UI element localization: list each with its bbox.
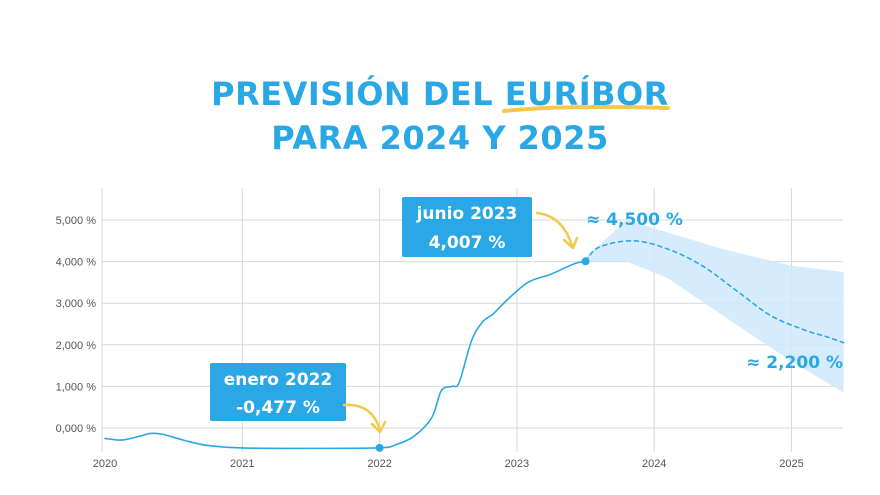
y-tick-label: 5,000 % — [56, 215, 97, 227]
x-tick-label: 2020 — [93, 458, 117, 470]
forecast-line — [584, 239, 845, 344]
callout-jan2022-box — [210, 363, 346, 421]
callout-jun2023-line2: 4,007 % — [429, 233, 506, 253]
y-tick-label: 2,000 % — [56, 340, 97, 352]
x-tick-label: 2024 — [642, 458, 666, 470]
historical-line — [104, 260, 587, 450]
tick-labels: 0,000 % 1,000 % 2,000 % 3,000 % 4,000 % 5,000… — [56, 215, 804, 470]
callout-jun2023: junio 2023 4,007 % — [402, 197, 532, 257]
forecast-band — [585, 220, 844, 393]
y-tick-label: 1,000 % — [56, 381, 97, 393]
x-tick-label: 2023 — [505, 458, 529, 470]
annotations: enero 2022 -0,477 % junio 2023 4,007 % ≈… — [210, 197, 843, 434]
callout-jan2022: enero 2022 -0,477 % — [210, 363, 346, 421]
marker-group — [375, 257, 590, 452]
title-underline-icon — [501, 105, 670, 113]
callout-jun2023-box — [402, 197, 532, 257]
title-line2: PARA 2024 Y 2025 — [271, 119, 609, 157]
y-tick-label: 0,000 % — [56, 423, 97, 435]
data-point-marker — [375, 443, 384, 452]
chart-title: PREVISIÓN DEL EURÍBOR PARA 2024 Y 2025 — [0, 72, 880, 160]
x-tick-label: 2025 — [779, 458, 803, 470]
series-group — [104, 239, 845, 450]
arrow-jan2022-icon — [342, 403, 387, 434]
callout-jun2023-line1: junio 2023 — [416, 204, 518, 224]
arrow-jun2023-icon — [535, 211, 579, 250]
x-tick-label: 2022 — [367, 458, 391, 470]
y-tick-label: 4,000 % — [56, 257, 97, 269]
y-tick-label: 3,000 % — [56, 298, 97, 310]
data-point-marker — [581, 257, 590, 266]
title-line1-prefix: PREVISIÓN DEL — [211, 75, 505, 113]
callout-jan2022-line1: enero 2022 — [224, 370, 332, 390]
forecast-band-group — [585, 220, 844, 393]
title-highlight: EURÍBOR — [501, 72, 670, 116]
callout-jan2022-line2: -0,477 % — [236, 398, 320, 418]
forecast-high-label: ≈ 4,500 % — [586, 210, 683, 230]
x-tick-label: 2021 — [230, 458, 254, 470]
forecast-low-label: ≈ 2,200 % — [746, 353, 843, 373]
